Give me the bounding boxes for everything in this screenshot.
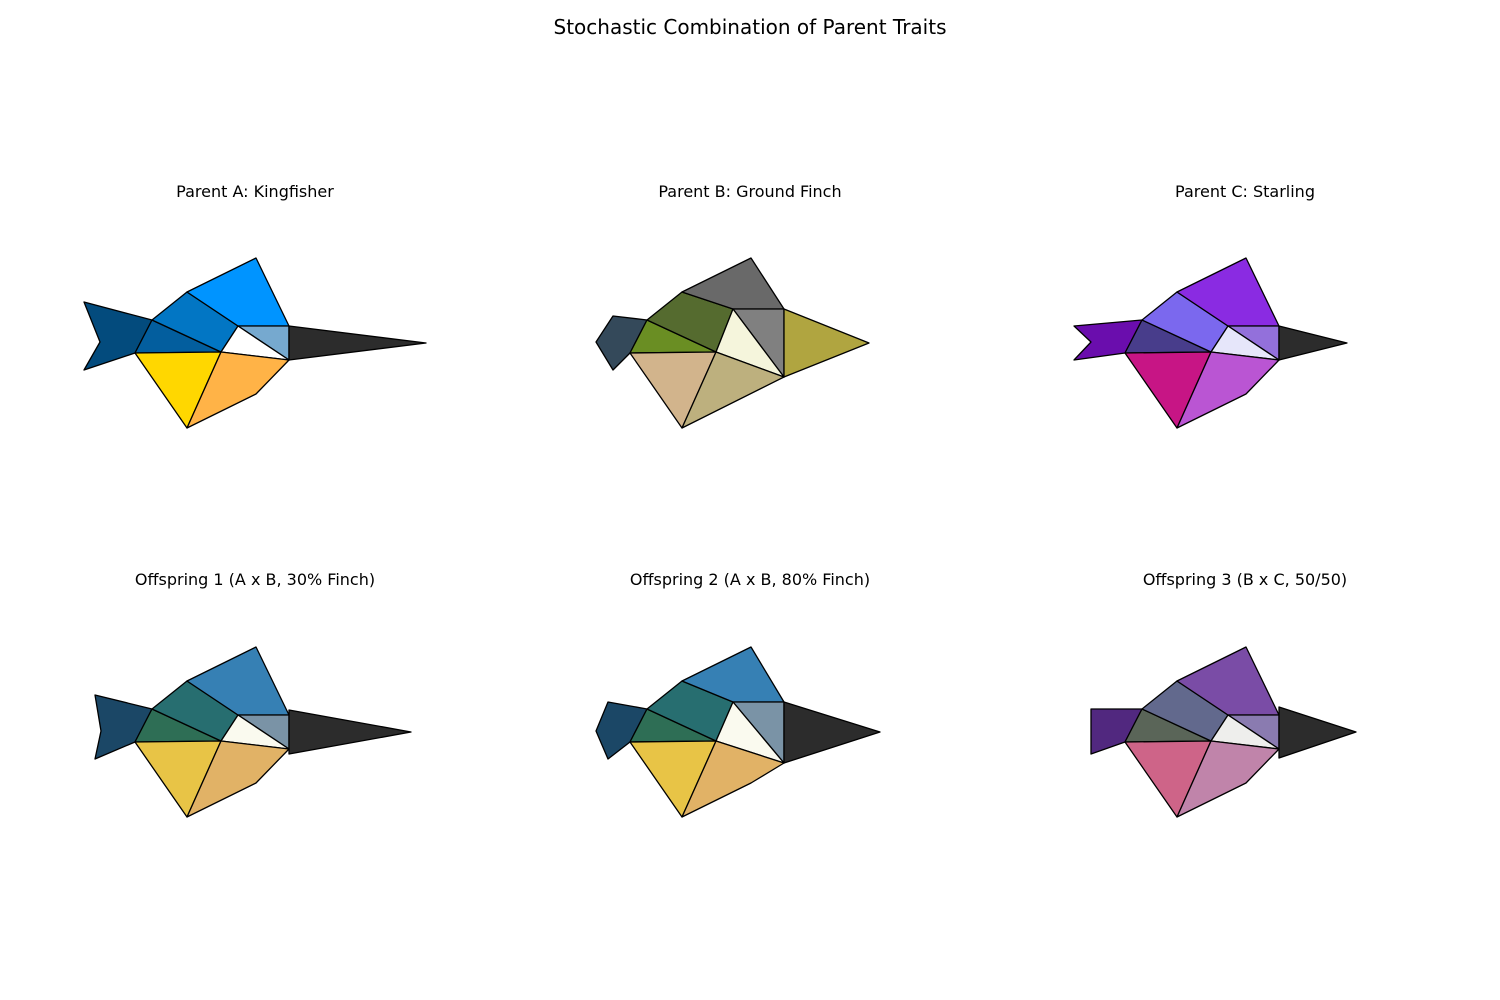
panel-title-offspring-2: Offspring 2 (A x B, 80% Finch) <box>629 570 871 589</box>
offspring-3-tail-patch <box>1090 708 1143 755</box>
bird-offspring-3 <box>1090 646 1357 818</box>
panel-title-parent-a: Parent A: Kingfisher <box>176 182 334 201</box>
bird-offspring-2 <box>595 646 881 818</box>
parent-c-flank-patch <box>1176 351 1280 429</box>
offspring-2-tail-patch <box>595 701 648 760</box>
parent-a-beak-patch <box>288 325 427 361</box>
offspring-3-flank-patch <box>1176 740 1280 818</box>
parent-b-beak-patch <box>783 308 870 378</box>
parent-b-flank-patch <box>681 351 785 429</box>
parent-a-flank-patch <box>186 351 290 429</box>
panel-title-offspring-1: Offspring 1 (A x B, 30% Finch) <box>134 570 376 589</box>
parent-c-tail-patch <box>1073 319 1143 361</box>
offspring-1-flank-patch <box>186 740 290 818</box>
bird-parent-b <box>595 257 870 429</box>
panel-title-offspring-3: Offspring 3 (B x C, 50/50) <box>1142 570 1348 589</box>
parent-c-beak-patch <box>1278 325 1348 361</box>
parent-b-tail-patch <box>595 315 648 371</box>
offspring-3-beak-patch <box>1278 706 1357 759</box>
offspring-1-beak-patch <box>288 709 412 755</box>
offspring-2-beak-patch <box>783 701 881 764</box>
figure-title: Stochastic Combination of Parent Traits <box>553 15 947 39</box>
bird-parent-a <box>83 257 427 429</box>
panel-title-parent-b: Parent B: Ground Finch <box>658 182 842 201</box>
offspring-2-flank-patch <box>681 740 785 818</box>
panel-title-parent-c: Parent C: Starling <box>1175 182 1315 201</box>
offspring-1-tail-patch <box>94 694 153 760</box>
bird-offspring-1 <box>94 646 412 818</box>
bird-parent-c <box>1073 257 1348 429</box>
